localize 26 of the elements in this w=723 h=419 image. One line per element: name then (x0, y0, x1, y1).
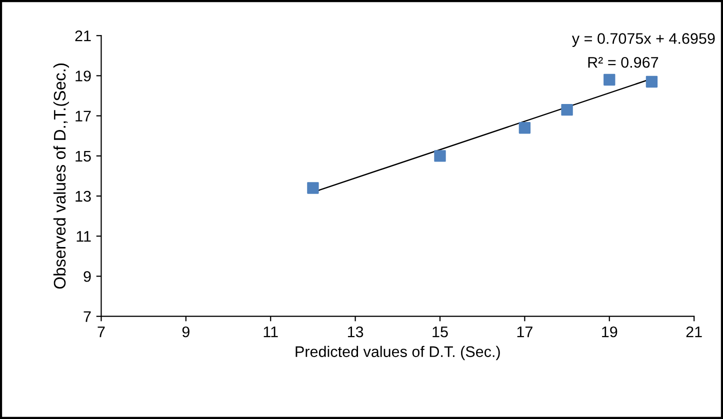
x-tick-label: 13 (348, 326, 364, 338)
x-tick-label: 15 (432, 326, 448, 338)
y-tick-label: 7 (84, 311, 91, 322)
y-axis-title: Observed values of D.,T.(Sec.) (53, 64, 69, 289)
y-tick-label: 9 (84, 271, 91, 282)
y-tick-label: 13 (76, 190, 91, 202)
point (307, 182, 319, 194)
annotation: y = 0.7075x + 4.6959 (572, 33, 715, 47)
x-tick-label: 7 (98, 326, 105, 338)
x-tick-label: 19 (602, 326, 618, 338)
point (561, 104, 573, 116)
y-tick-label: 19 (76, 70, 91, 82)
x-tick-label: 9 (182, 326, 190, 338)
y-tick-label: 21 (75, 30, 91, 42)
y-tick-label: 15 (76, 150, 91, 162)
x-tick-label: 21 (686, 326, 702, 338)
y-tick-label: 11 (76, 231, 91, 242)
point (604, 74, 616, 86)
x-tick-label: 11 (264, 326, 278, 338)
annotation: R² = 0.967 (588, 56, 658, 68)
point (434, 150, 446, 162)
y-tick-label: 17 (76, 110, 91, 122)
x-axis-title: Predicted values of D.T. (Sec.) (296, 346, 500, 360)
point (646, 76, 658, 88)
point (518, 122, 531, 134)
x-tick-label: 17 (517, 326, 532, 338)
